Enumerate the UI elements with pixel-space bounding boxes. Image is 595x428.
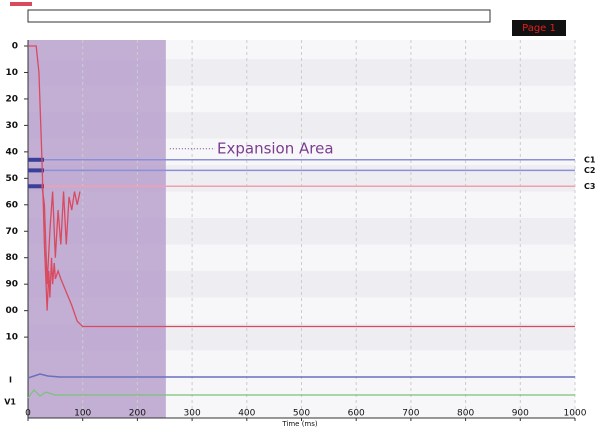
channel-label: V1 — [4, 398, 16, 407]
y-tick-label: 50 — [5, 174, 18, 184]
trace — [28, 45, 575, 328]
trace — [41, 183, 81, 285]
y-tick-label: 0 — [12, 42, 18, 52]
x-tick-label: 300 — [184, 409, 201, 419]
reference-label: C2 — [584, 166, 595, 175]
y-tick-label: 90 — [5, 280, 18, 290]
page-box[interactable] — [512, 20, 566, 36]
x-tick-label: 100 — [74, 409, 91, 419]
annotation: Expansion Area — [217, 139, 334, 157]
reference-marker — [28, 168, 44, 173]
x-tick-label: 1000 — [564, 409, 587, 419]
reference-label: C1 — [584, 155, 595, 164]
legend-swatch — [10, 2, 32, 6]
y-tick-label: 30 — [5, 121, 18, 131]
header-bar — [27, 9, 491, 23]
x-tick-label: 200 — [129, 409, 146, 419]
expansion-area — [28, 40, 166, 418]
channel-i-trace — [27, 373, 575, 379]
x-tick-label: 400 — [238, 409, 255, 419]
y-tick-label: 60 — [5, 200, 18, 210]
y-tick-label: 10 — [5, 68, 18, 78]
x-tick-label: 700 — [402, 409, 419, 419]
y-tick-label: 10 — [5, 333, 18, 343]
x-tick-label: 800 — [457, 409, 474, 419]
y-tick-label: 40 — [5, 147, 18, 157]
reference-label: C3 — [584, 182, 595, 191]
x-tick-label: 500 — [293, 409, 310, 419]
page-label[interactable]: Page 1 — [522, 23, 556, 34]
y-tick-label: 00 — [5, 306, 18, 316]
y-tick-label: 80 — [5, 253, 18, 263]
x-axis-label: Time (ms) — [281, 420, 318, 428]
channel-label: I — [9, 376, 12, 385]
x-tick-label: 600 — [348, 409, 365, 419]
reference-marker — [28, 184, 44, 189]
y-tick-label: 70 — [5, 227, 18, 237]
plot: 0102030405060708090001001002003004005006… — [5, 40, 595, 421]
x-tick-label: 900 — [512, 409, 529, 419]
reference-marker — [28, 157, 44, 162]
channel-v1-trace — [27, 389, 575, 399]
y-tick-label: 20 — [5, 94, 18, 104]
